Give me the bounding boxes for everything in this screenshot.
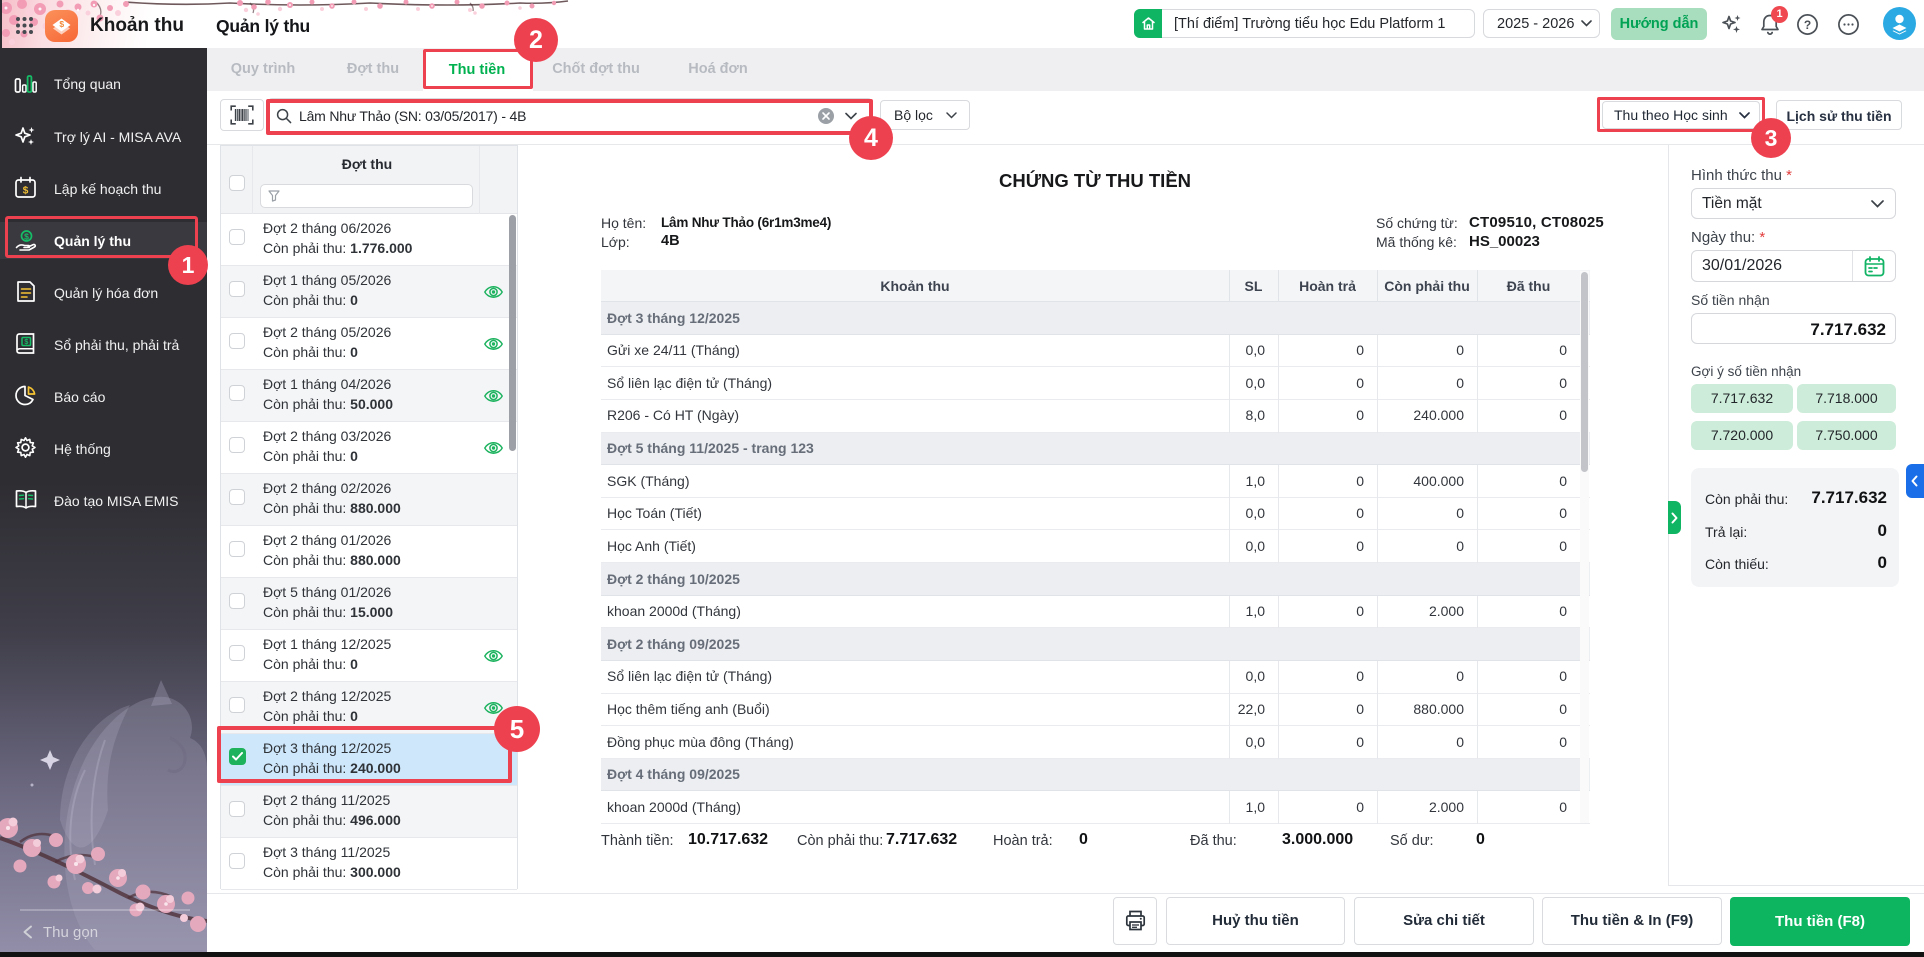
svg-text:$: $	[24, 337, 29, 346]
svg-text:?: ?	[1804, 18, 1811, 32]
svg-text:$: $	[59, 19, 64, 29]
svg-text:$: $	[24, 231, 29, 241]
svg-text:$: $	[23, 186, 29, 197]
